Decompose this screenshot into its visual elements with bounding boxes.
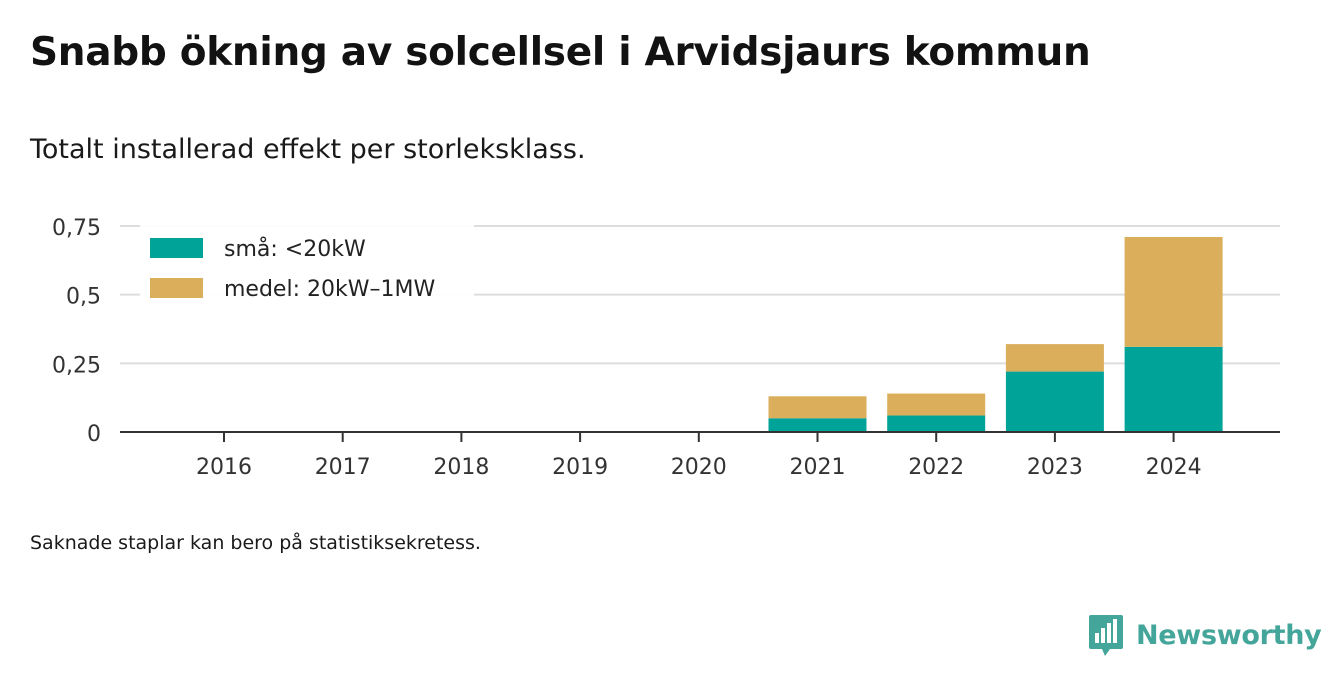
- bar-segment: [1005, 344, 1104, 372]
- legend-swatch: [150, 278, 203, 298]
- x-tick-label: 2022: [908, 455, 964, 480]
- bar-chart: 0 0,25 0,5 0,75 2016 2017 2018 2019 2020 2021 202…: [52, 216, 1280, 480]
- x-tick-labels: 2016 2017 2018 2019 2020 2021 2022 2023 2024: [196, 455, 1202, 480]
- legend-label: medel: 20kW–1MW: [224, 277, 435, 302]
- brand-logo: Newsworthy: [1088, 612, 1322, 658]
- y-tick-label: 0,5: [66, 285, 101, 310]
- chart-subtitle: Totalt installerad effekt per storlekskl…: [30, 134, 586, 165]
- legend-swatch: [150, 238, 203, 258]
- bar-segment: [1124, 346, 1223, 432]
- bars: [768, 236, 1223, 432]
- bar-segment: [1005, 371, 1104, 432]
- x-tick-label: 2023: [1027, 455, 1083, 480]
- x-tick-label: 2024: [1146, 455, 1202, 480]
- legend-label: små: <20kW: [224, 236, 366, 262]
- x-tick-label: 2019: [552, 455, 608, 480]
- newsworthy-logo-icon: [1089, 615, 1123, 656]
- legend: små: <20kW medel: 20kW–1MW: [140, 224, 474, 310]
- chart-title: Snabb ökning av solcellsel i Arvidsjaurs…: [30, 30, 1091, 75]
- bar-segment: [887, 393, 986, 416]
- y-axis: 0 0,25 0,5 0,75: [52, 216, 101, 447]
- x-tick-label: 2020: [671, 455, 727, 480]
- x-tick-label: 2016: [196, 455, 252, 480]
- x-axis: [120, 431, 1280, 442]
- bar-segment: [1124, 236, 1223, 347]
- brand-name: Newsworthy: [1136, 619, 1322, 651]
- x-tick-label: 2018: [433, 455, 489, 480]
- y-tick-label: 0: [87, 422, 101, 447]
- x-tick-label: 2017: [315, 455, 371, 480]
- x-tick-label: 2021: [790, 455, 846, 480]
- footnote: Saknade staplar kan bero på statistiksek…: [30, 532, 481, 554]
- y-tick-label: 0,75: [52, 216, 101, 241]
- bar-segment: [768, 396, 867, 419]
- y-tick-label: 0,25: [52, 353, 101, 378]
- bar-segment: [887, 415, 986, 432]
- bar-segment: [768, 418, 867, 432]
